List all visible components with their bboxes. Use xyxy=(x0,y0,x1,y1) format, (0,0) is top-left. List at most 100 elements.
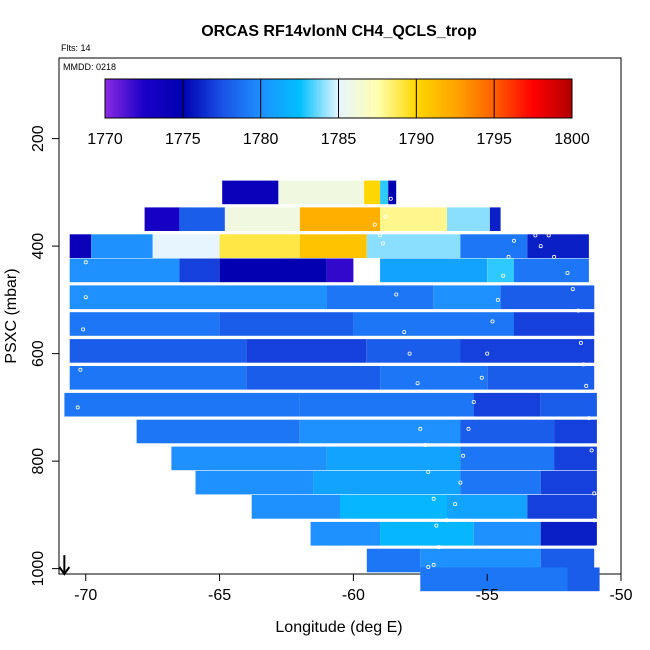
track-point xyxy=(388,196,393,201)
track-point xyxy=(592,491,597,496)
track-point xyxy=(533,233,538,238)
heatmap-cell xyxy=(219,258,327,283)
x-tick-label: -55 xyxy=(476,587,499,604)
track-point xyxy=(436,545,441,550)
heatmap-cell xyxy=(69,366,247,390)
heatmap-cell xyxy=(222,180,279,205)
heatmap-cells xyxy=(64,180,600,592)
track-point xyxy=(426,469,431,474)
heatmap-cell xyxy=(487,366,595,390)
x-axis: -70 -65 -60 -55 -50 xyxy=(74,574,633,604)
y-tick-label: 800 xyxy=(30,448,47,475)
track-point xyxy=(372,222,377,227)
heatmap-cell xyxy=(326,258,354,283)
heatmap-cell xyxy=(64,392,300,417)
heatmap-cell xyxy=(514,312,595,336)
track-point xyxy=(565,270,570,275)
down-arrow-icon xyxy=(58,555,71,576)
track-point xyxy=(415,381,420,386)
track-point xyxy=(378,233,383,238)
chart-title: ORCAS RF14vlonN CH4_QCLS_trop xyxy=(201,23,477,40)
track-point xyxy=(70,566,75,571)
heatmap-cell xyxy=(366,548,421,573)
heatmap-cell xyxy=(195,470,314,495)
heatmap-cell xyxy=(366,234,461,258)
x-tick-label: -70 xyxy=(74,587,97,604)
heatmap-cell xyxy=(473,521,541,546)
heatmap-cell xyxy=(473,392,541,417)
track-point xyxy=(576,308,581,313)
track-point xyxy=(402,330,407,335)
y-tick-label: 200 xyxy=(30,125,47,152)
colorbar-ticks: 1770 1775 1780 1785 1790 1795 1800 xyxy=(87,79,590,148)
flights-annotation: Flts: 14 xyxy=(61,43,91,53)
heatmap-cell xyxy=(567,567,600,592)
heatmap-cell xyxy=(219,312,354,336)
colorbar-tick-label: 1795 xyxy=(476,131,512,148)
y-axis-label: PSXC (mbar) xyxy=(3,268,20,363)
heatmap-cell xyxy=(540,470,597,495)
heatmap-cell xyxy=(69,285,327,310)
heatmap-cell xyxy=(366,339,461,363)
colorbar-tick-label: 1785 xyxy=(321,131,357,148)
y-tick-label: 1000 xyxy=(30,551,47,587)
colorbar-tick-label: 1780 xyxy=(243,131,279,148)
heatmap-cell xyxy=(179,207,225,231)
heatmap-cell xyxy=(251,495,340,519)
heatmap-cell xyxy=(447,207,490,231)
track-point xyxy=(81,327,86,332)
y-axis: 200 400 600 800 1000 xyxy=(30,125,59,586)
heatmap-cell xyxy=(278,180,364,205)
flight-track xyxy=(70,196,599,571)
heatmap-cell xyxy=(380,366,488,390)
heatmap-cell xyxy=(171,446,327,471)
track-point xyxy=(394,292,399,297)
track-point xyxy=(538,244,543,249)
heatmap-cell xyxy=(388,180,397,205)
heatmap-cell xyxy=(313,470,461,495)
heatmap-cell xyxy=(460,446,555,471)
track-point xyxy=(407,351,412,356)
heatmap-cell xyxy=(353,312,514,336)
heatmap-cell xyxy=(380,258,488,283)
heatmap-cell xyxy=(500,285,595,310)
x-tick-label: -60 xyxy=(342,587,365,604)
heatmap-cell xyxy=(489,207,501,231)
track-point xyxy=(383,214,388,219)
track-point xyxy=(458,480,463,485)
track-point xyxy=(431,496,436,501)
heatmap-cell xyxy=(152,234,220,258)
track-point xyxy=(466,426,471,431)
track-point xyxy=(594,545,599,550)
heatmap-cell xyxy=(487,258,514,283)
heatmap-cell xyxy=(299,234,367,258)
colorbar-tick-label: 1800 xyxy=(554,131,590,148)
x-tick-label: -50 xyxy=(609,587,632,604)
heatmap-cell xyxy=(447,495,528,519)
heatmap-cell xyxy=(460,339,595,363)
heatmap-cell xyxy=(299,419,461,444)
heatmap-cell xyxy=(69,234,92,258)
colorbar-tick-label: 1775 xyxy=(165,131,201,148)
y-tick-label: 600 xyxy=(30,340,47,367)
track-point xyxy=(546,233,551,238)
heatmap-cell xyxy=(310,521,381,546)
track-point xyxy=(78,367,83,372)
colorbar-tick-label: 1790 xyxy=(399,131,435,148)
plot-frame xyxy=(58,57,622,575)
track-point xyxy=(453,502,458,507)
heatmap-cell xyxy=(380,180,389,205)
track-point xyxy=(578,340,583,345)
date-annotation: MMDD: 0218 xyxy=(63,62,116,72)
track-point xyxy=(512,238,517,243)
track-point xyxy=(431,562,436,567)
heatmap-cell xyxy=(299,392,474,417)
track-point xyxy=(490,319,495,324)
heatmap-cell xyxy=(179,258,220,283)
track-point xyxy=(552,254,557,259)
heatmap-cell xyxy=(136,419,300,444)
track-point xyxy=(586,416,591,421)
heatmap-cell xyxy=(299,207,381,231)
track-point xyxy=(589,448,594,453)
